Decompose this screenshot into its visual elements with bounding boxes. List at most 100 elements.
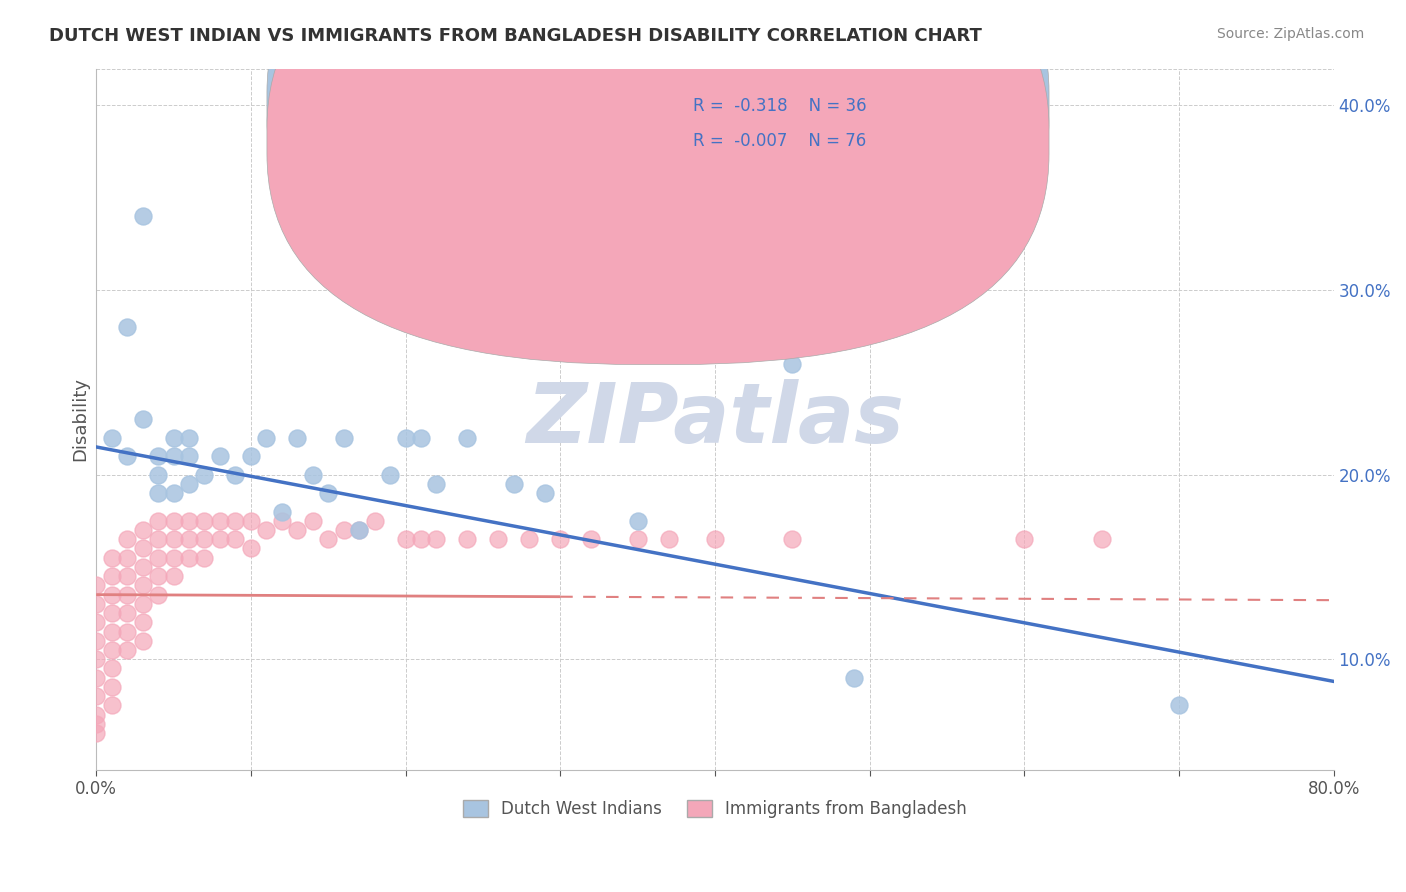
Point — [84, 633, 107, 648]
Point — [239, 514, 262, 528]
Point — [332, 523, 354, 537]
Point — [146, 467, 169, 482]
Point — [657, 533, 679, 547]
Point — [239, 541, 262, 556]
Point — [146, 514, 169, 528]
Point — [394, 533, 416, 547]
Point — [177, 550, 200, 565]
Text: R =  -0.318    N = 36: R = -0.318 N = 36 — [693, 96, 866, 115]
Point — [193, 467, 215, 482]
Point — [193, 514, 215, 528]
Point — [162, 533, 184, 547]
Point — [84, 597, 107, 611]
Point — [208, 514, 231, 528]
Point — [84, 689, 107, 703]
Point — [146, 533, 169, 547]
Point — [285, 523, 308, 537]
Point — [115, 606, 138, 620]
Point — [626, 533, 648, 547]
Point — [162, 514, 184, 528]
Point — [100, 698, 122, 713]
Point — [1168, 698, 1191, 713]
Point — [842, 671, 865, 685]
Point — [780, 357, 803, 371]
Point — [332, 431, 354, 445]
Point — [347, 523, 370, 537]
Point — [100, 588, 122, 602]
Point — [84, 726, 107, 740]
Point — [162, 550, 184, 565]
Point — [131, 615, 153, 630]
Point — [254, 431, 277, 445]
FancyBboxPatch shape — [267, 0, 1049, 329]
Point — [548, 533, 571, 547]
Point — [131, 541, 153, 556]
Point — [146, 588, 169, 602]
Point — [224, 533, 246, 547]
Point — [193, 533, 215, 547]
Point — [425, 533, 447, 547]
Point — [177, 533, 200, 547]
Point — [363, 514, 385, 528]
Point — [239, 449, 262, 463]
Point — [1014, 533, 1036, 547]
Point — [347, 523, 370, 537]
Point — [162, 569, 184, 583]
Point — [193, 550, 215, 565]
FancyBboxPatch shape — [603, 72, 987, 174]
Point — [115, 320, 138, 334]
Point — [84, 652, 107, 666]
Point — [100, 569, 122, 583]
Point — [517, 533, 540, 547]
Point — [162, 449, 184, 463]
Point — [224, 514, 246, 528]
Point — [316, 486, 339, 500]
Text: R =  -0.007    N = 76: R = -0.007 N = 76 — [693, 132, 866, 150]
Point — [100, 643, 122, 657]
Text: DUTCH WEST INDIAN VS IMMIGRANTS FROM BANGLADESH DISABILITY CORRELATION CHART: DUTCH WEST INDIAN VS IMMIGRANTS FROM BAN… — [49, 27, 981, 45]
Point — [177, 476, 200, 491]
Point — [177, 449, 200, 463]
Point — [301, 514, 323, 528]
Point — [502, 476, 524, 491]
Point — [208, 449, 231, 463]
Point — [146, 569, 169, 583]
Point — [115, 569, 138, 583]
Point — [270, 514, 292, 528]
Point — [115, 449, 138, 463]
Point — [131, 209, 153, 223]
Point — [486, 533, 509, 547]
Point — [100, 606, 122, 620]
Point — [100, 661, 122, 675]
Point — [224, 467, 246, 482]
Point — [84, 707, 107, 722]
Point — [146, 486, 169, 500]
Point — [100, 624, 122, 639]
Point — [131, 597, 153, 611]
Point — [177, 431, 200, 445]
Point — [394, 431, 416, 445]
Point — [285, 431, 308, 445]
Point — [254, 523, 277, 537]
Point — [780, 533, 803, 547]
Y-axis label: Disability: Disability — [72, 377, 89, 461]
Point — [84, 578, 107, 592]
Point — [84, 671, 107, 685]
Point — [316, 533, 339, 547]
Point — [533, 486, 555, 500]
Point — [84, 716, 107, 731]
FancyBboxPatch shape — [267, 0, 1049, 365]
Point — [131, 523, 153, 537]
Point — [146, 449, 169, 463]
Point — [378, 467, 401, 482]
Point — [146, 550, 169, 565]
Point — [100, 550, 122, 565]
Point — [84, 615, 107, 630]
Point — [115, 624, 138, 639]
Point — [162, 486, 184, 500]
Text: Source: ZipAtlas.com: Source: ZipAtlas.com — [1216, 27, 1364, 41]
Point — [115, 533, 138, 547]
Point — [100, 431, 122, 445]
Point — [409, 533, 432, 547]
Point — [177, 514, 200, 528]
